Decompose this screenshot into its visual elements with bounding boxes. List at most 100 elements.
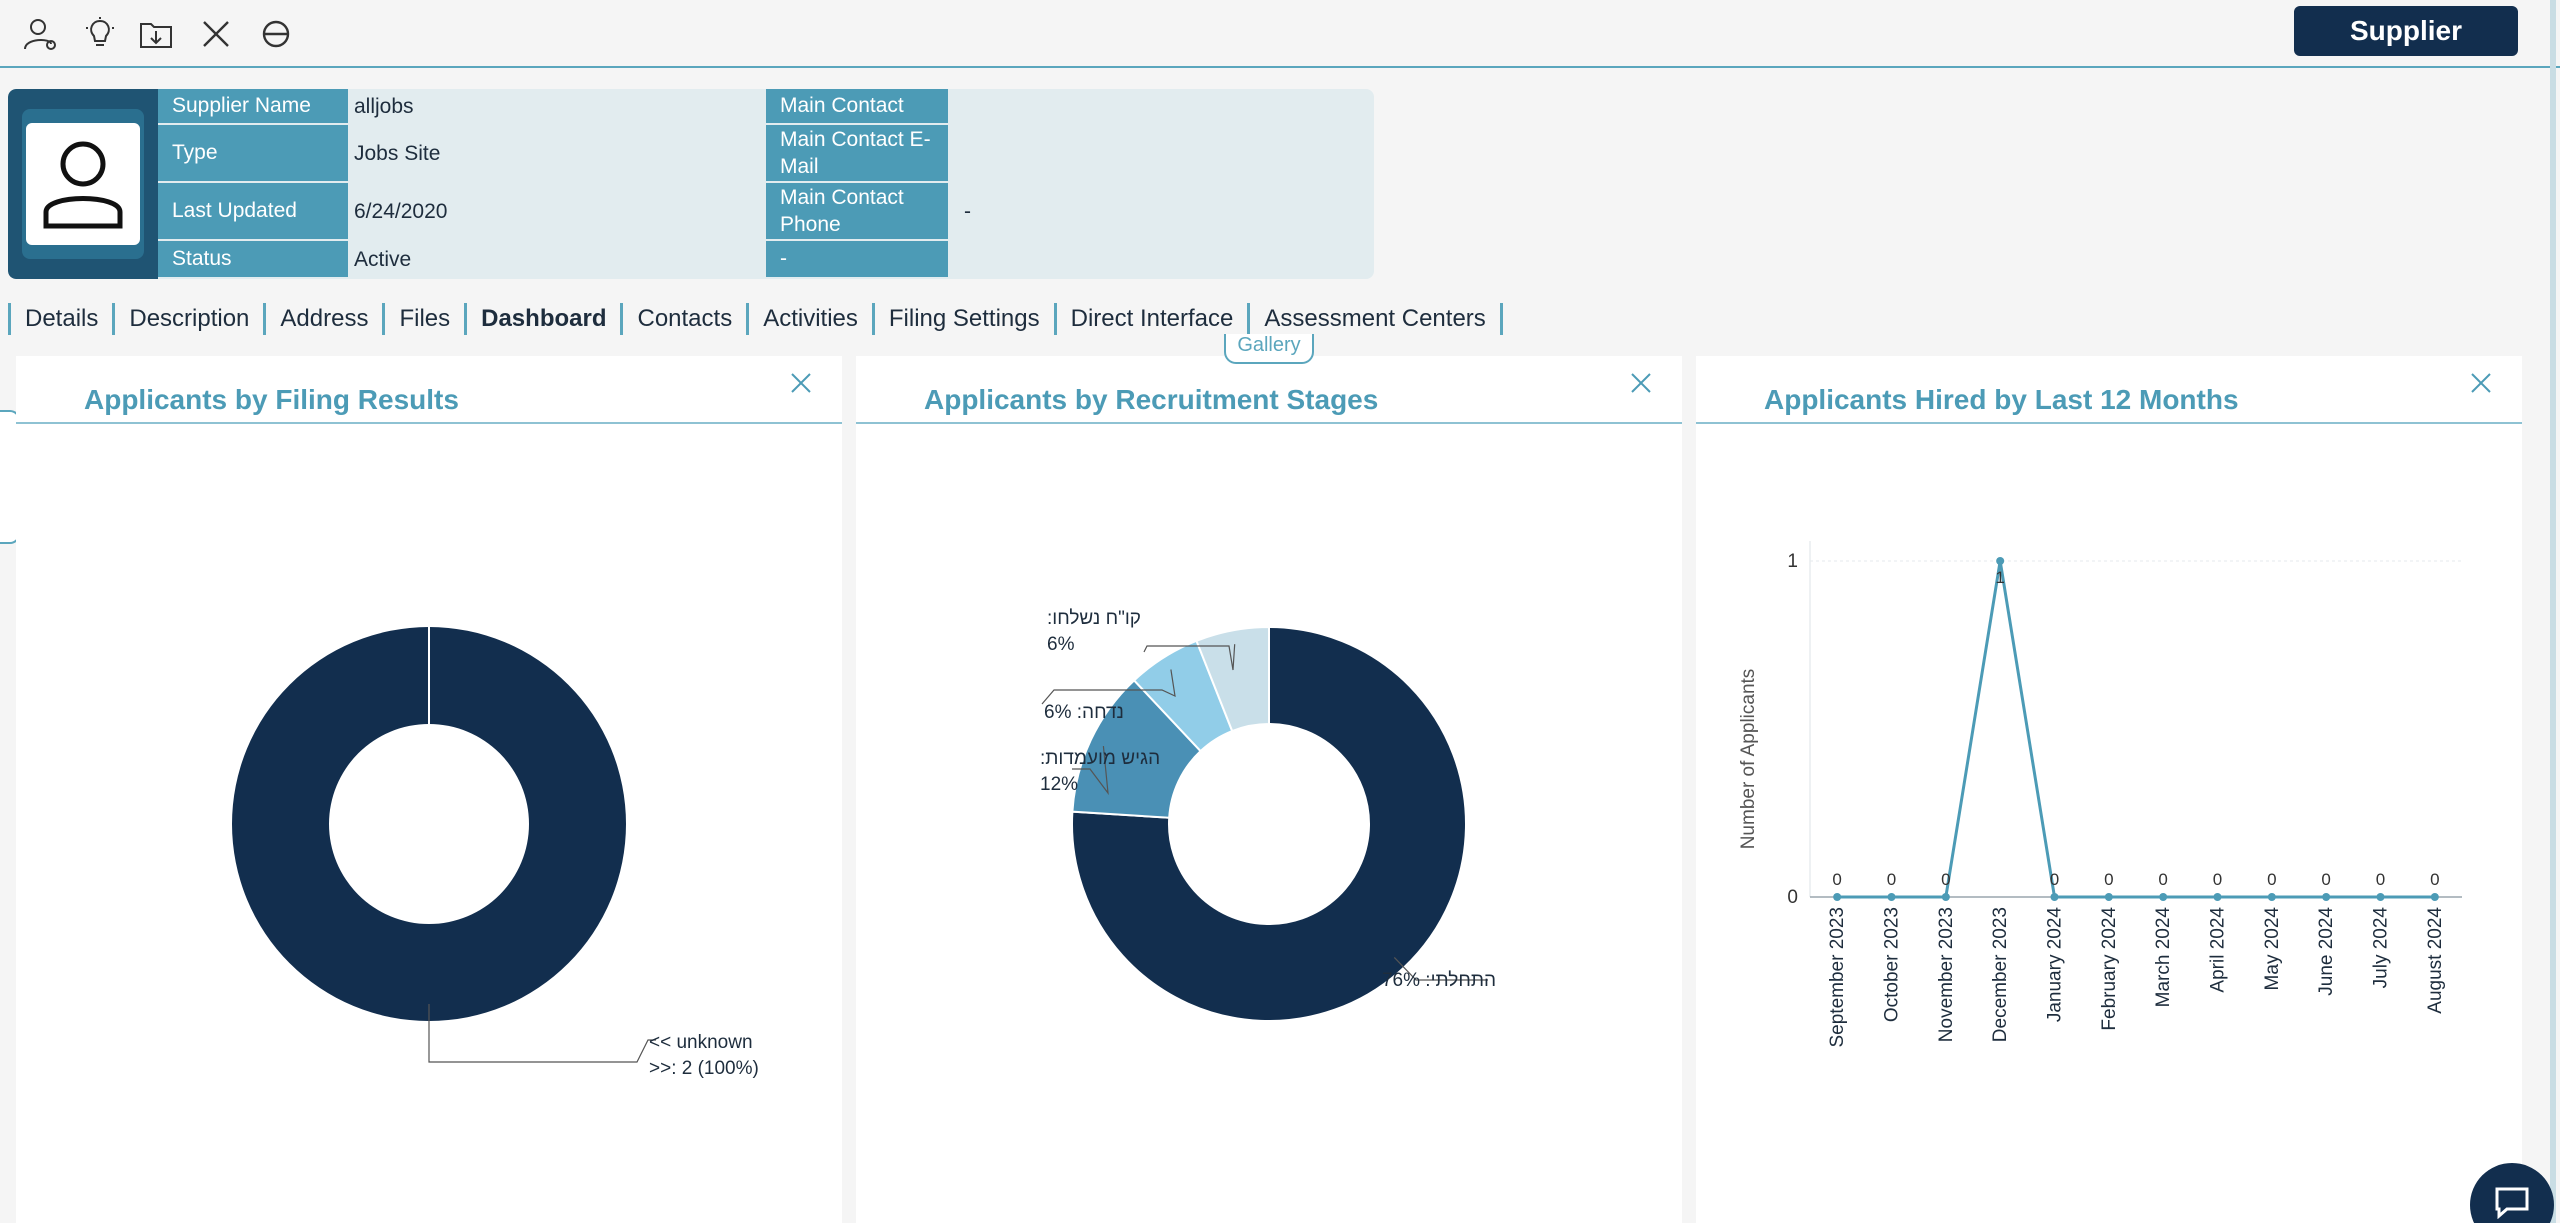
x-tick-label: November 2023 [1936, 907, 1957, 1042]
close-icon[interactable] [196, 14, 236, 54]
last-updated-label: Last Updated [158, 183, 348, 241]
tab-dashboard[interactable]: Dashboard [481, 303, 624, 335]
y-axis-label: Number of Applicants [1738, 669, 1759, 850]
data-label: 0 [2376, 870, 2385, 889]
x-tick-label: October 2023 [1882, 907, 1903, 1022]
data-point [2159, 893, 2168, 901]
avatar[interactable] [26, 123, 140, 245]
donut-slice [1195, 625, 1270, 733]
data-point [2430, 893, 2439, 901]
filing-results-donut-chart: << unknown >>: 2 (100%) [232, 627, 759, 1079]
data-point [2213, 893, 2222, 901]
page-scrollbar[interactable] [2550, 0, 2556, 1223]
type-value: Jobs Site [354, 142, 441, 165]
type-label: Type [158, 125, 348, 183]
data-label: 0 [2158, 870, 2167, 889]
slice-label: קו"ח נשלחו: [1047, 608, 1141, 629]
tab-assessment-centers[interactable]: Assessment Centers [1264, 303, 1503, 335]
recruitment-stages-panel: Applicants by Recruitment Stages התחלתי:… [856, 356, 1682, 1223]
data-label: 0 [1941, 870, 1950, 889]
extra-label: - [766, 241, 948, 279]
data-point [2267, 893, 2276, 901]
tab-files[interactable]: Files [399, 303, 468, 335]
x-tick-label: March 2024 [2153, 907, 2174, 1008]
tab-address[interactable]: Address [280, 303, 386, 335]
supplier-name-value: alljobs [354, 95, 414, 118]
y-tick-label: 0 [1787, 887, 1798, 908]
x-tick-label: August 2024 [2425, 907, 2446, 1014]
label-leader-line [1072, 746, 1109, 796]
slice-label: 12% [1040, 774, 1078, 795]
block-icon[interactable] [256, 14, 296, 54]
data-point [2322, 893, 2331, 901]
panel-title: Applicants Hired by Last 12 Months [1764, 384, 2239, 415]
tab-contacts[interactable]: Contacts [637, 303, 750, 335]
data-label: 0 [2213, 870, 2222, 889]
close-icon[interactable] [788, 370, 814, 396]
hired-line-chart: 0 1 Number of Applicants 0 0 0 1 0 0 0 0 0 0 0 0 Septem… [1738, 541, 2462, 1048]
avatar-frame [8, 89, 158, 279]
x-tick-label: December 2023 [1990, 907, 2011, 1042]
status-label: Status [158, 241, 348, 279]
header-row-last-updated: Last Updated 6/24/2020 Main Contact Phon… [158, 183, 1374, 241]
supplier-summary-card: Supplier Name alljobs Main Contact Type … [8, 89, 1374, 279]
tab-bar: Details Description Address Files Dashbo… [8, 302, 1503, 336]
header-row-type: Type Jobs Site Main Contact E-Mail [158, 125, 1374, 183]
data-point [1941, 893, 1950, 901]
x-tick-label: February 2024 [2099, 907, 2120, 1031]
hired-last-12-months-panel: Applicants Hired by Last 12 Months 0 1 Num… [1696, 356, 2522, 1223]
tab-direct-interface[interactable]: Direct Interface [1071, 303, 1251, 335]
slice-label: >>: 2 (100%) [649, 1058, 759, 1079]
slice-label: הגיש מועמדות: [1040, 748, 1160, 769]
lightbulb-icon[interactable] [80, 14, 120, 54]
last-updated-value: 6/24/2020 [354, 200, 448, 223]
series-line [1837, 560, 2435, 899]
close-icon[interactable] [1628, 370, 1654, 396]
user-settings-icon[interactable] [20, 14, 60, 54]
x-tick-label: January 2024 [2045, 907, 2066, 1023]
download-folder-icon[interactable] [136, 14, 176, 54]
main-contact-phone-label: Main Contact Phone [766, 183, 948, 241]
data-point [1887, 893, 1896, 901]
donut-slice [1071, 625, 1467, 1022]
supplier-name-label: Supplier Name [158, 89, 348, 125]
x-tick-label: July 2024 [2371, 907, 2392, 989]
data-label: 0 [2267, 870, 2276, 889]
x-tick-label: June 2024 [2316, 907, 2337, 996]
main-contact-label: Main Contact [766, 89, 948, 125]
data-label: 0 [2430, 870, 2439, 889]
slice-label: נדחה: 6% [1044, 702, 1124, 723]
panel-title: Applicants by Filing Results [84, 384, 459, 415]
main-contact-phone-value: - [964, 200, 971, 223]
data-label: 0 [2321, 870, 2330, 889]
tab-filing-settings[interactable]: Filing Settings [889, 303, 1057, 335]
x-tick-label: April 2024 [2208, 907, 2229, 993]
data-label: 0 [2050, 870, 2059, 889]
tab-activities[interactable]: Activities [763, 303, 875, 335]
chat-icon [2495, 1187, 2529, 1219]
data-label: 0 [1832, 870, 1841, 889]
data-point [1996, 557, 2005, 565]
gallery-tab[interactable]: Gallery [1224, 334, 1314, 364]
y-tick-label: 1 [1787, 551, 1798, 572]
data-point [2050, 893, 2059, 901]
header-row-status: Status Active - [158, 241, 1374, 279]
data-point [2376, 893, 2385, 901]
label-leader-line [1041, 669, 1176, 705]
user-avatar-icon [43, 141, 123, 229]
label-leader-line [1393, 956, 1488, 981]
tab-description[interactable]: Description [129, 303, 267, 335]
status-value: Active [354, 248, 412, 271]
top-toolbar: Supplier [0, 0, 2560, 68]
slice-label: 6% [1047, 634, 1075, 655]
chat-button[interactable] [2470, 1163, 2554, 1223]
close-icon[interactable] [2468, 370, 2494, 396]
recruitment-stages-donut-chart: התחלתי: 76% הגיש מועמדות: 12% נדחה: 6% קו"ח … [1040, 608, 1496, 1022]
data-label: 1 [1995, 568, 2004, 587]
donut-slice [232, 627, 626, 1021]
tab-details[interactable]: Details [8, 303, 116, 335]
supplier-button[interactable]: Supplier [2294, 6, 2518, 56]
data-label: 0 [1887, 870, 1896, 889]
slice-label: << unknown [649, 1032, 753, 1053]
slice-label: התחלתי: 76% [1382, 970, 1496, 991]
